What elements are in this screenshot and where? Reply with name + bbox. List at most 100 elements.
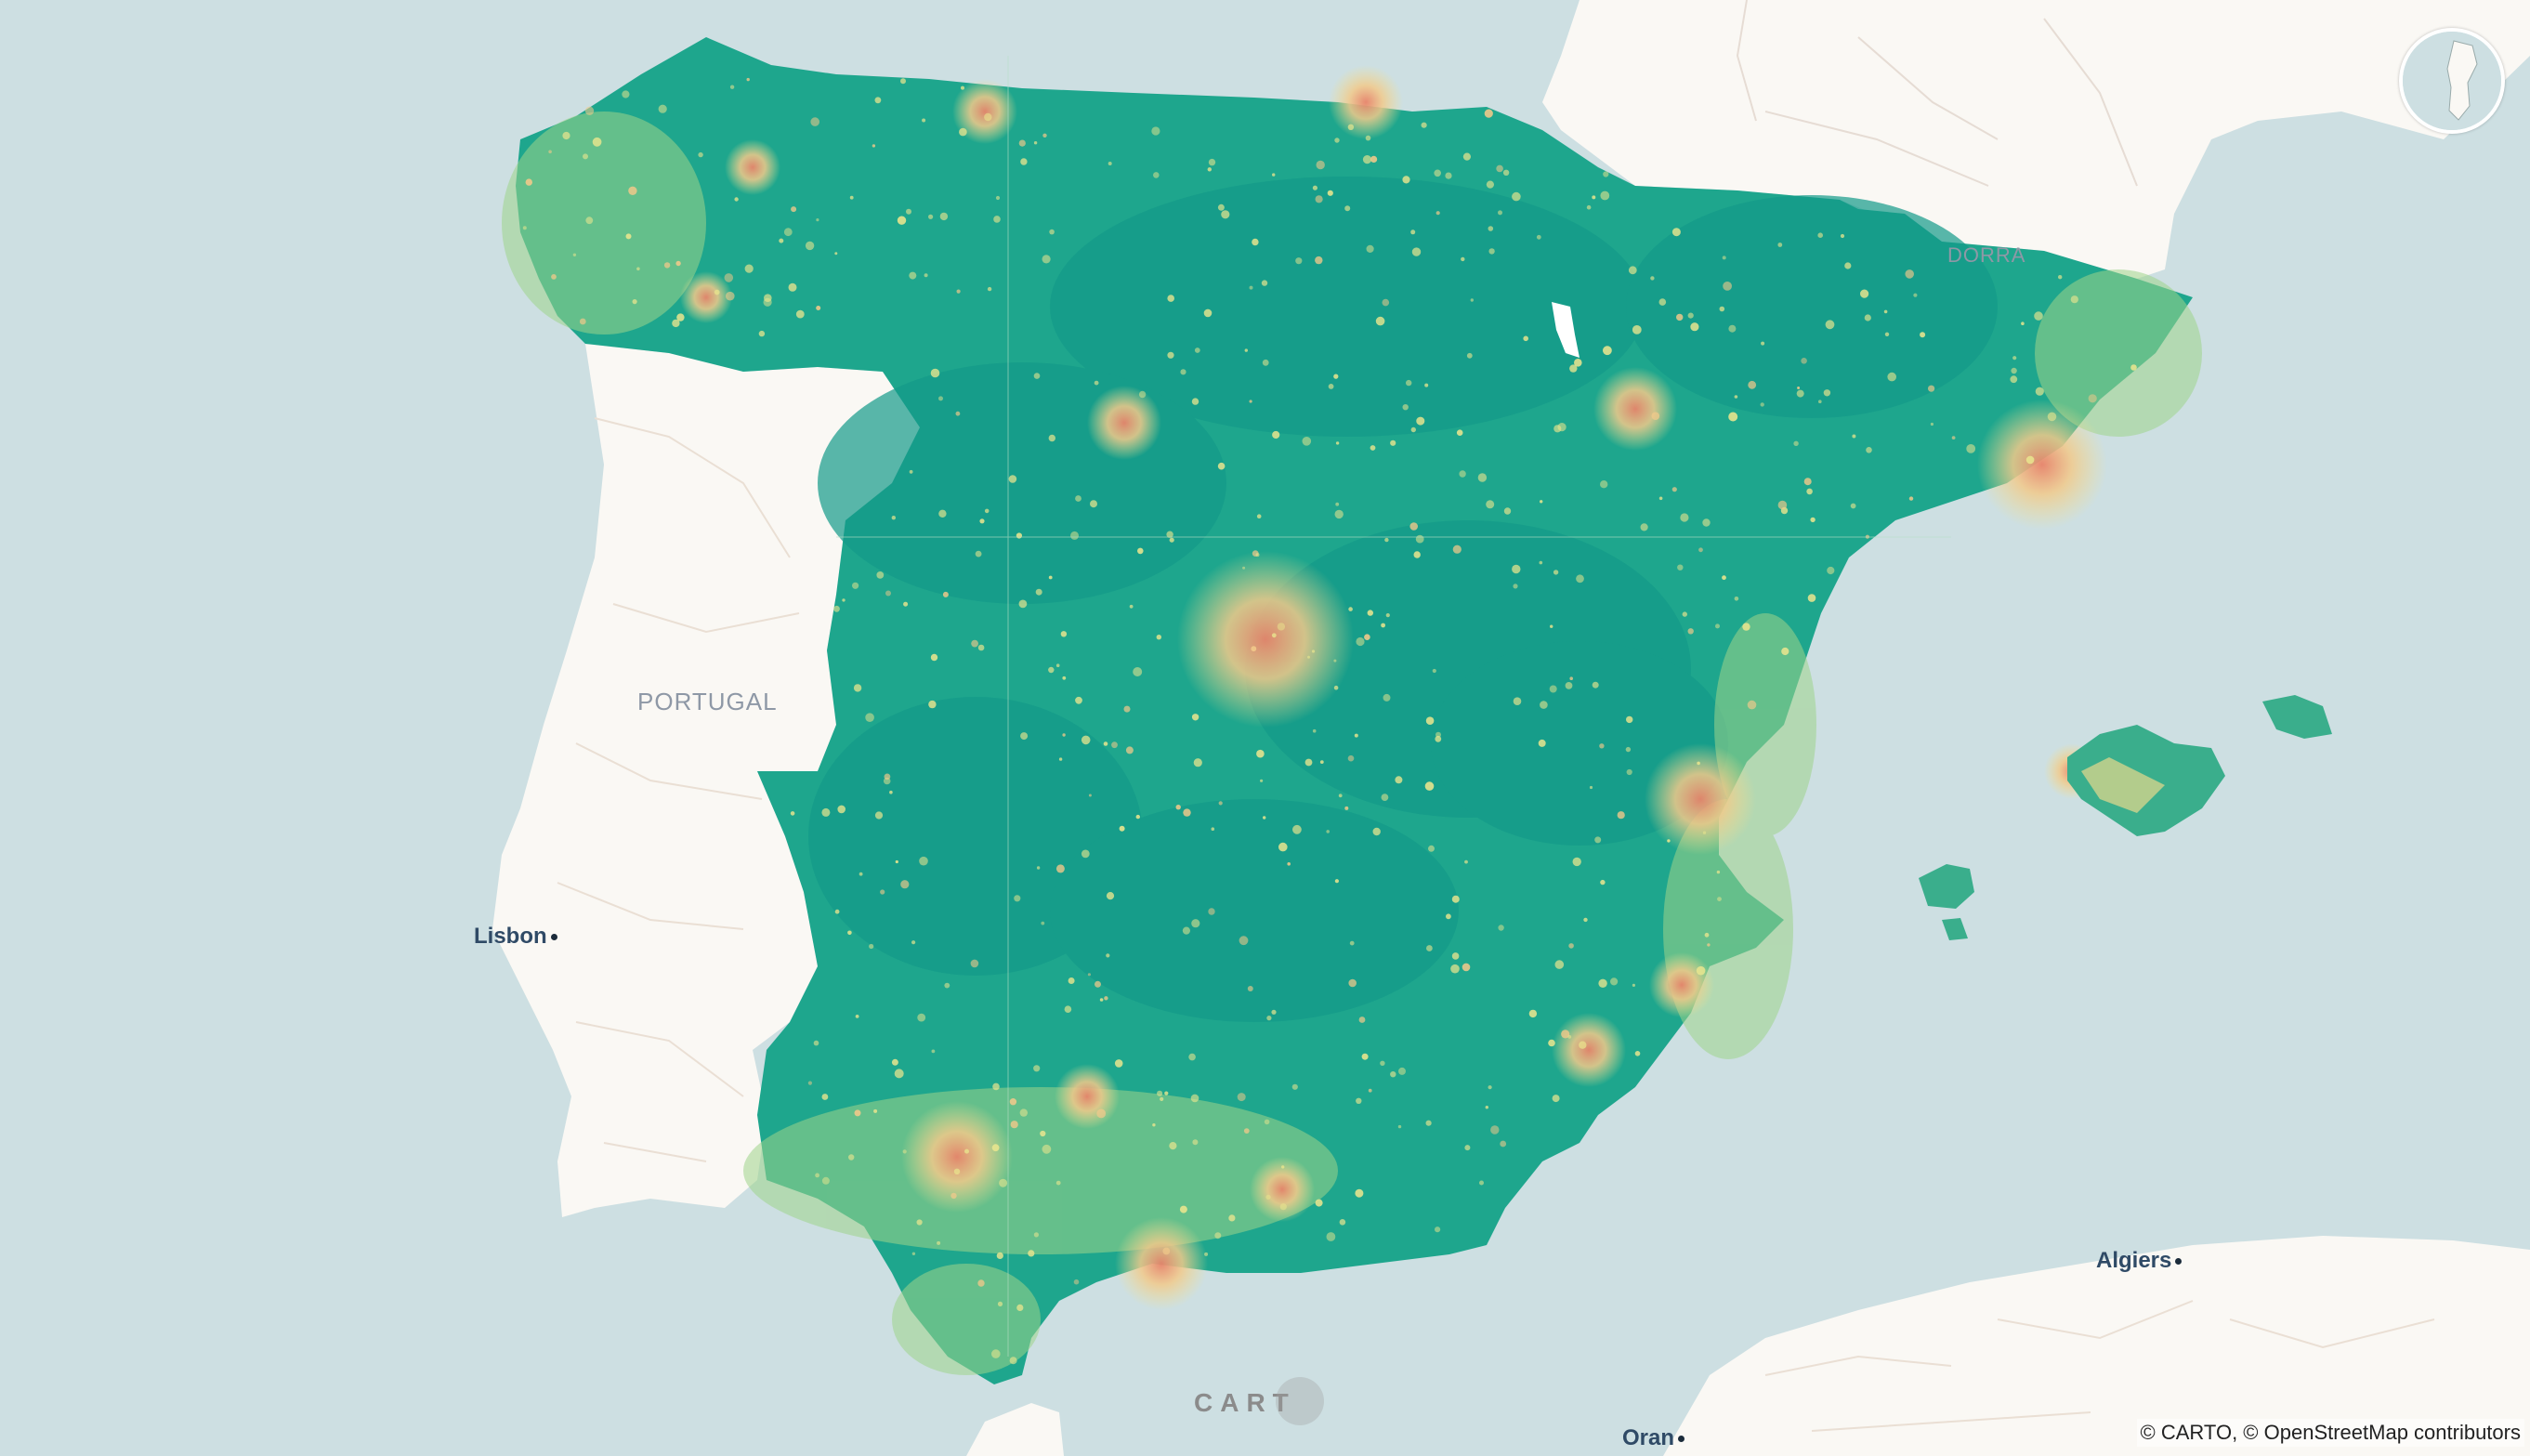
town-speckle bbox=[1169, 537, 1174, 543]
town-speckle bbox=[1020, 732, 1029, 741]
town-speckle bbox=[1291, 1083, 1298, 1090]
town-speckle bbox=[909, 271, 917, 280]
town-speckle bbox=[1237, 1093, 1246, 1102]
town-speckle bbox=[902, 1149, 907, 1154]
town-speckle bbox=[1123, 705, 1131, 713]
town-speckle bbox=[1183, 808, 1191, 817]
land-balearic-islands[interactable] bbox=[1919, 695, 2332, 940]
town-speckle bbox=[1239, 936, 1249, 946]
town-speckle bbox=[2010, 375, 2018, 384]
town-speckle bbox=[1512, 564, 1521, 574]
town-speckle bbox=[1278, 842, 1288, 852]
town-speckle bbox=[1262, 359, 1269, 366]
city-label-oran[interactable]: Oran bbox=[1622, 1425, 1685, 1451]
minimap[interactable] bbox=[2399, 28, 2505, 134]
town-speckle bbox=[1010, 1121, 1018, 1129]
town-speckle bbox=[984, 112, 992, 122]
town-speckle bbox=[1589, 785, 1593, 790]
city-label-lisbon[interactable]: Lisbon bbox=[474, 924, 557, 950]
town-speckle bbox=[842, 598, 846, 602]
town-speckle bbox=[848, 1154, 855, 1161]
town-speckle bbox=[1722, 256, 1726, 260]
hotspot-malaga bbox=[1115, 1217, 1208, 1310]
town-speckle bbox=[1451, 952, 1460, 960]
town-speckle bbox=[1864, 314, 1871, 321]
town-speckle bbox=[1249, 285, 1253, 290]
town-speckle bbox=[1327, 190, 1333, 196]
town-speckle bbox=[874, 811, 884, 820]
hotspot-valencia bbox=[1645, 743, 1756, 855]
town-speckle bbox=[1265, 1194, 1271, 1200]
town-speckle bbox=[1020, 158, 1028, 165]
town-speckle bbox=[834, 909, 840, 914]
town-speckle bbox=[1728, 412, 1738, 422]
town-speckle bbox=[1723, 282, 1732, 291]
town-speckle bbox=[1425, 1120, 1432, 1126]
town-speckle bbox=[1498, 925, 1504, 931]
map-attribution[interactable]: © CARTO, © OpenStreetMap contributors bbox=[2136, 1419, 2524, 1447]
town-speckle bbox=[1119, 825, 1125, 832]
town-speckle bbox=[1009, 1357, 1017, 1365]
carto-logo[interactable]: CART bbox=[1194, 1377, 1324, 1425]
town-speckle bbox=[1850, 503, 1856, 509]
heatmap-tile-seams bbox=[836, 56, 1951, 1357]
town-speckle bbox=[1383, 693, 1391, 702]
town-speckle bbox=[1598, 978, 1607, 989]
town-speckle bbox=[1747, 700, 1757, 710]
town-speckle bbox=[1513, 697, 1522, 705]
town-speckle bbox=[1817, 232, 1823, 238]
town-speckle bbox=[1777, 243, 1783, 247]
town-speckle bbox=[2012, 356, 2017, 361]
town-speckle bbox=[1099, 998, 1104, 1002]
town-speckle bbox=[1761, 341, 1765, 346]
town-speckle bbox=[1207, 167, 1213, 172]
town-speckle bbox=[1365, 135, 1371, 141]
city-name-lisbon: Lisbon bbox=[474, 924, 547, 949]
town-speckle bbox=[1347, 124, 1355, 130]
town-speckle bbox=[992, 1082, 1000, 1091]
town-speckle bbox=[1409, 522, 1418, 531]
town-speckle bbox=[1094, 380, 1099, 386]
town-speckle bbox=[1033, 373, 1041, 379]
town-speckle bbox=[1103, 741, 1108, 746]
town-speckle bbox=[1905, 269, 1914, 279]
town-speckle bbox=[1435, 731, 1441, 738]
town-speckle bbox=[1211, 827, 1215, 831]
town-speckle bbox=[1421, 122, 1427, 128]
town-speckle bbox=[911, 1252, 916, 1256]
town-speckle bbox=[1203, 308, 1213, 318]
town-speckle bbox=[984, 508, 990, 514]
town-speckle bbox=[1255, 553, 1260, 557]
town-speckle bbox=[1315, 256, 1323, 265]
town-speckle bbox=[1208, 908, 1215, 915]
town-speckle bbox=[1055, 663, 1060, 667]
town-speckle bbox=[1137, 547, 1144, 555]
town-speckle bbox=[1844, 262, 1852, 269]
town-speckle bbox=[1372, 827, 1381, 836]
town-speckle bbox=[1557, 423, 1567, 432]
town-speckle bbox=[1490, 1125, 1500, 1135]
town-speckle bbox=[1498, 210, 1502, 216]
town-speckle bbox=[1162, 1247, 1171, 1255]
country-label-portugal: PORTUGAL bbox=[637, 688, 778, 715]
city-label-algiers[interactable]: Algiers bbox=[2096, 1248, 2183, 1274]
town-speckle bbox=[1338, 794, 1343, 798]
town-speckle bbox=[1734, 395, 1738, 399]
town-speckle bbox=[1568, 943, 1574, 949]
town-speckle bbox=[1175, 805, 1181, 810]
town-speckle bbox=[1698, 547, 1703, 553]
town-speckle bbox=[1920, 332, 1926, 338]
town-speckle bbox=[1385, 613, 1390, 618]
town-speckle bbox=[1801, 358, 1807, 364]
town-speckle bbox=[1951, 436, 1956, 439]
town-speckle bbox=[1574, 359, 1582, 367]
town-speckle bbox=[2130, 364, 2137, 371]
town-speckle bbox=[1539, 560, 1543, 565]
town-speckle bbox=[1416, 416, 1425, 426]
town-speckle bbox=[1315, 195, 1323, 203]
town-speckle bbox=[1397, 1124, 1402, 1129]
town-speckle bbox=[1271, 633, 1277, 638]
town-speckle bbox=[937, 1240, 941, 1245]
town-speckle bbox=[1540, 500, 1543, 504]
